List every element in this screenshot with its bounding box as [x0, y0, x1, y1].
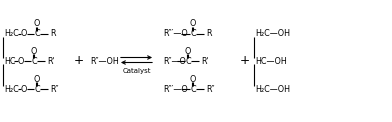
Text: O: O [185, 46, 191, 56]
Text: Catalyst: Catalyst [122, 68, 151, 74]
Text: R″—OH: R″—OH [90, 56, 119, 66]
Text: C: C [185, 56, 191, 66]
Text: O: O [190, 20, 196, 29]
Text: O: O [190, 75, 196, 83]
Text: HC: HC [4, 56, 16, 66]
Text: C: C [190, 30, 196, 39]
Text: R: R [50, 30, 56, 39]
Text: O: O [31, 46, 37, 56]
Text: R″: R″ [206, 85, 214, 93]
Text: +: + [74, 55, 84, 67]
Text: R″′—O: R″′—O [163, 85, 188, 93]
Text: H₂C: H₂C [4, 85, 19, 93]
Text: H₂C—OH: H₂C—OH [255, 85, 290, 93]
Text: R″′—O: R″′—O [163, 30, 188, 39]
Text: C: C [190, 85, 196, 93]
Text: O: O [18, 56, 24, 66]
Text: C: C [34, 30, 40, 39]
Text: +: + [240, 55, 250, 67]
Text: H₂C: H₂C [4, 30, 19, 39]
Text: H₂C—OH: H₂C—OH [255, 30, 290, 39]
Text: C: C [31, 56, 37, 66]
Text: R': R' [201, 56, 209, 66]
Text: O: O [21, 30, 27, 39]
Text: C: C [34, 85, 40, 93]
Text: R″—O: R″—O [163, 56, 186, 66]
Text: HC—OH: HC—OH [255, 56, 287, 66]
Text: O: O [34, 20, 40, 29]
Text: O: O [21, 85, 27, 93]
Text: O: O [34, 75, 40, 83]
Text: R': R' [47, 56, 54, 66]
Text: R: R [206, 30, 212, 39]
Text: R″: R″ [50, 85, 58, 93]
